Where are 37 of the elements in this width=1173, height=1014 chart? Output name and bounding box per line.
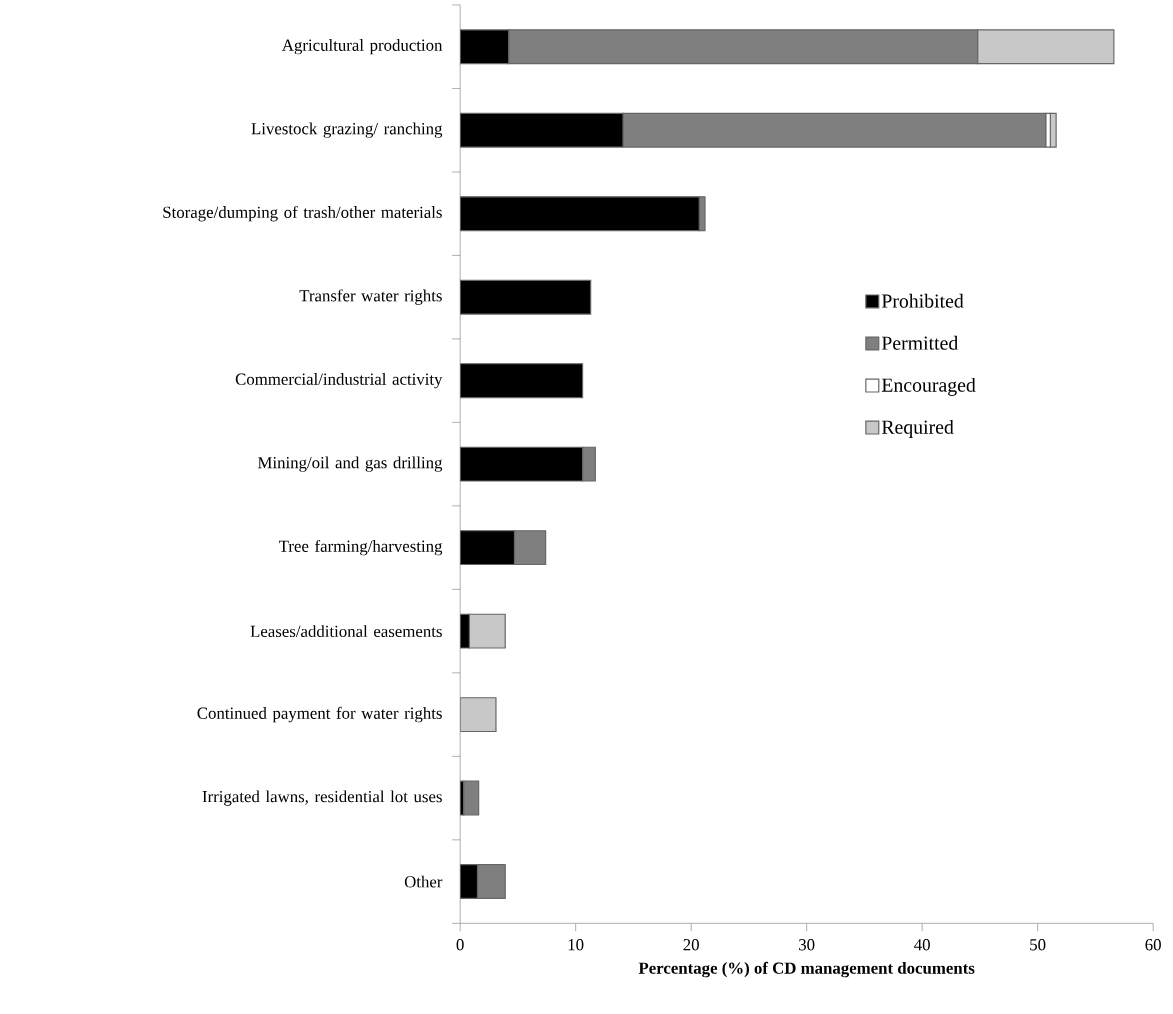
bar [460,196,700,232]
y-tick-label: Agricultural production [281,39,443,55]
legend-label: Permitted [881,336,959,350]
y-tick-label: Livestock grazing/ ranching [251,122,443,139]
y-tick-label: Irrigated lawns, residential lot uses [202,790,442,806]
y-tick-label: Storage/dumping of trash/other materials [163,206,442,222]
y-tick-label: Other [404,875,443,888]
bar [581,446,596,482]
y-tick-label: Commercial/industrial activity [235,373,443,389]
bar [460,29,510,65]
x-tick-label: 20 [683,939,699,951]
x-axis-title: Percentage (%) of CD management documents [638,961,975,978]
bar [460,112,624,148]
bar [460,697,497,733]
bar [460,530,516,566]
bar [976,29,1115,65]
x-tick-label: 30 [799,939,815,951]
bar [460,864,479,900]
bar [460,446,584,482]
legend-label: Prohibited [881,293,964,308]
bar [460,279,592,315]
y-tick-label: Continued payment for water rights [197,707,442,723]
bar [463,780,480,816]
legend-label: Required [881,420,954,439]
x-tick-label: 10 [568,939,584,951]
bar [460,363,584,399]
bar [468,613,506,649]
x-tick-label: 0 [456,939,464,951]
y-tick-label: Transfer water rights [299,289,442,306]
legend-label: Encouraged [881,378,976,397]
x-tick-label: 50 [1030,939,1046,951]
bar [513,530,547,566]
y-tick-label: Leases/additional easements [250,625,442,638]
y-tick-label: Mining/oil and gas drilling [257,456,443,472]
x-tick-label: 40 [914,939,930,951]
y-tick-label: Tree farming/harvesting [279,540,443,556]
x-tick-label: 60 [1145,939,1161,951]
